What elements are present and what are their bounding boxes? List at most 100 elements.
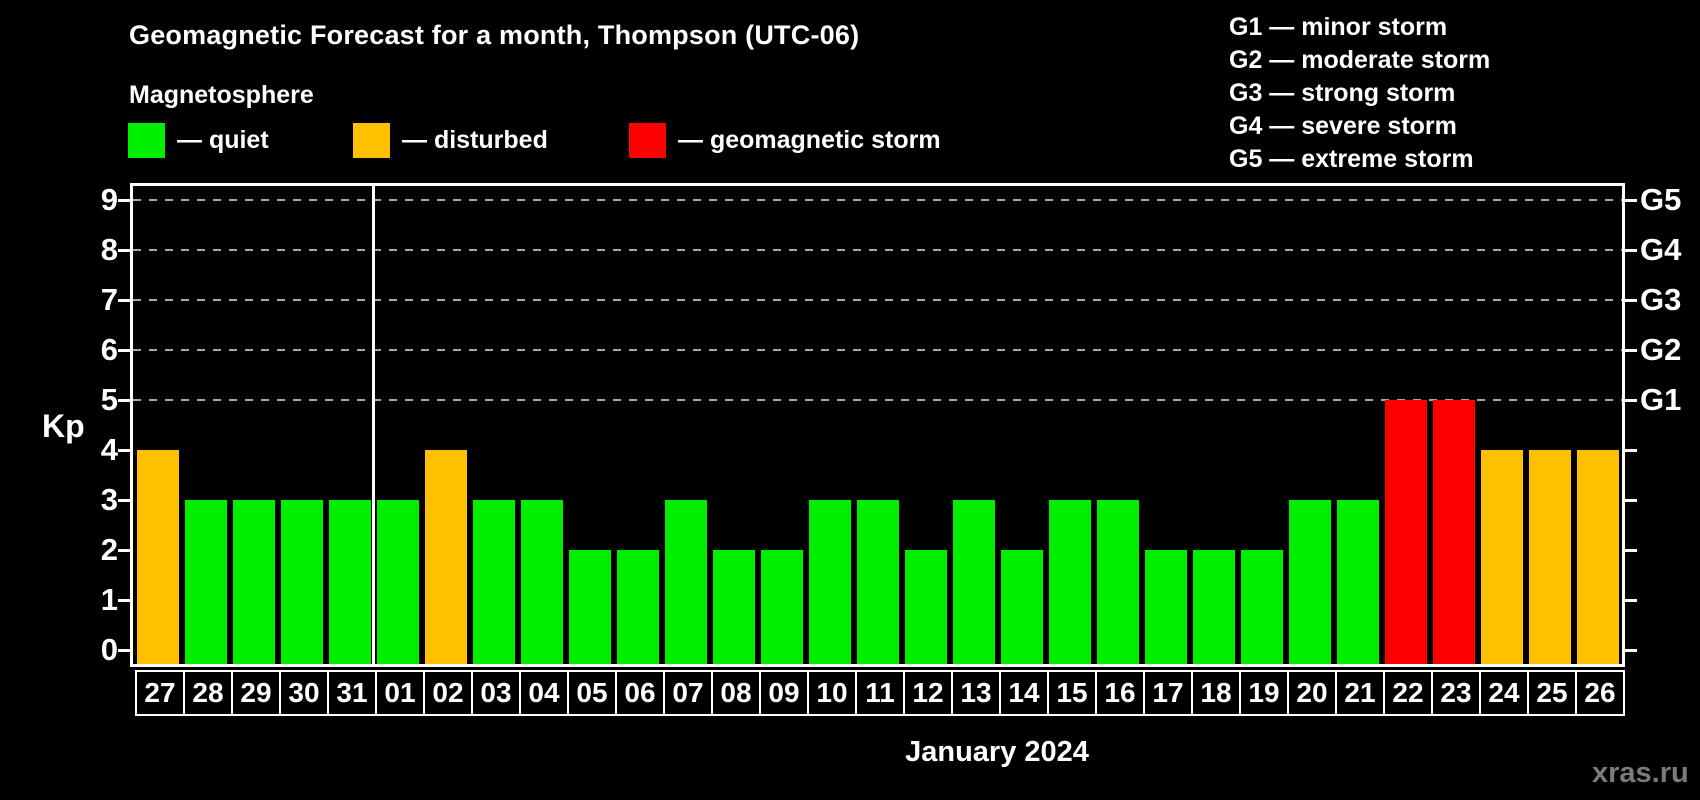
right-axis-label-g1: G1 [1640, 382, 1682, 417]
day-label-11: 11 [855, 670, 905, 716]
gridline-kp-7 [133, 299, 1622, 301]
kp-tick-5 [118, 399, 130, 402]
g3-legend-line: G3 — strong storm [1229, 79, 1456, 107]
day-label-29: 29 [231, 670, 281, 716]
bar-day-14 [1001, 550, 1043, 664]
day-label-30: 30 [279, 670, 329, 716]
day-label-05: 05 [567, 670, 617, 716]
g5-legend-line: G5 — extreme storm [1229, 145, 1474, 173]
quiet-color-swatch [128, 122, 165, 158]
day-label-20: 20 [1287, 670, 1337, 716]
kp-tick-7 [118, 299, 130, 302]
right-axis-label-g5: G5 [1640, 182, 1682, 217]
kp-tick-label-7: 7 [100, 282, 118, 317]
plot-area [130, 183, 1625, 667]
right-tick-2 [1625, 549, 1637, 552]
month-boundary-line [372, 186, 375, 664]
kp-tick-9 [118, 199, 130, 202]
bar-day-03 [473, 500, 515, 664]
legend-label-storm: — geomagnetic storm [678, 125, 941, 154]
bar-day-13 [953, 500, 995, 664]
right-tick-8 [1625, 249, 1637, 252]
bar-day-20 [1289, 500, 1331, 664]
kp-tick-label-4: 4 [100, 432, 118, 467]
gridline-kp-6 [133, 349, 1622, 351]
day-label-09: 09 [759, 670, 809, 716]
bar-day-25 [1529, 450, 1571, 664]
bar-day-31 [329, 500, 371, 664]
day-axis-row: 27 28 29 30 31 01 02 03 04 05 06 07 08 09 10 11 12 13 14 15… [135, 670, 1625, 716]
day-label-25: 25 [1527, 670, 1577, 716]
bar-day-01 [377, 500, 419, 664]
day-label-04: 04 [519, 670, 569, 716]
day-label-31: 31 [327, 670, 377, 716]
gridline-kp-8 [133, 249, 1622, 251]
day-label-24: 24 [1479, 670, 1529, 716]
right-tick-6 [1625, 349, 1637, 352]
bar-day-24 [1481, 450, 1523, 664]
gridline-kp-9 [133, 199, 1622, 201]
right-tick-7 [1625, 299, 1637, 302]
kp-tick-4 [118, 449, 130, 452]
day-label-19: 19 [1239, 670, 1289, 716]
bar-day-30 [281, 500, 323, 664]
right-axis-label-g3: G3 [1640, 282, 1682, 317]
bar-day-29 [233, 500, 275, 664]
kp-tick-label-0: 0 [100, 632, 118, 667]
bar-day-05 [569, 550, 611, 664]
bar-day-02 [425, 450, 467, 664]
day-label-15: 15 [1047, 670, 1097, 716]
day-label-23: 23 [1431, 670, 1481, 716]
day-label-08: 08 [711, 670, 761, 716]
watermark: xras.ru [1592, 757, 1689, 789]
right-tick-5 [1625, 399, 1637, 402]
right-tick-0 [1625, 649, 1637, 652]
day-label-16: 16 [1095, 670, 1145, 716]
bar-day-12 [905, 550, 947, 664]
page-title: Geomagnetic Forecast for a month, Thomps… [129, 20, 860, 50]
storm-scale-legend: G1 — minor storm G2 — moderate storm G3 … [1229, 11, 1490, 176]
bar-day-28 [185, 500, 227, 664]
bar-day-26 [1577, 450, 1619, 664]
disturbed-color-swatch [353, 122, 390, 158]
bar-day-21 [1337, 500, 1379, 664]
kp-tick-label-2: 2 [100, 532, 118, 567]
day-label-07: 07 [663, 670, 713, 716]
legend-label-quiet: — quiet [177, 125, 269, 154]
day-label-18: 18 [1191, 670, 1241, 716]
bar-day-19 [1241, 550, 1283, 664]
right-axis-label-g4: G4 [1640, 232, 1682, 267]
bar-day-06 [617, 550, 659, 664]
kp-tick-2 [118, 549, 130, 552]
day-label-02: 02 [423, 670, 473, 716]
bar-day-04 [521, 500, 563, 664]
kp-tick-6 [118, 349, 130, 352]
day-label-06: 06 [615, 670, 665, 716]
bar-day-09 [761, 550, 803, 664]
bar-day-17 [1145, 550, 1187, 664]
g1-legend-line: G1 — minor storm [1229, 13, 1448, 41]
bar-day-18 [1193, 550, 1235, 664]
day-label-21: 21 [1335, 670, 1385, 716]
chart-subtitle: Magnetosphere [129, 81, 314, 109]
day-label-27: 27 [135, 670, 185, 716]
bar-day-08 [713, 550, 755, 664]
kp-tick-label-5: 5 [100, 382, 118, 417]
kp-tick-0 [118, 649, 130, 652]
g2-legend-line: G2 — moderate storm [1229, 46, 1491, 74]
day-label-12: 12 [903, 670, 953, 716]
legend-label-disturbed: — disturbed [402, 125, 548, 154]
legend-item-disturbed: — disturbed [353, 122, 548, 158]
day-label-26: 26 [1575, 670, 1625, 716]
kp-tick-label-1: 1 [100, 582, 118, 617]
bar-day-07 [665, 500, 707, 664]
legend-item-quiet: — quiet [128, 122, 269, 158]
day-label-10: 10 [807, 670, 857, 716]
g4-legend-line: G4 — severe storm [1229, 112, 1457, 140]
right-axis-label-g2: G2 [1640, 332, 1682, 367]
day-label-13: 13 [951, 670, 1001, 716]
legend-item-storm: — geomagnetic storm [629, 122, 941, 158]
gridline-kp-5 [133, 399, 1622, 401]
kp-tick-label-3: 3 [100, 482, 118, 517]
